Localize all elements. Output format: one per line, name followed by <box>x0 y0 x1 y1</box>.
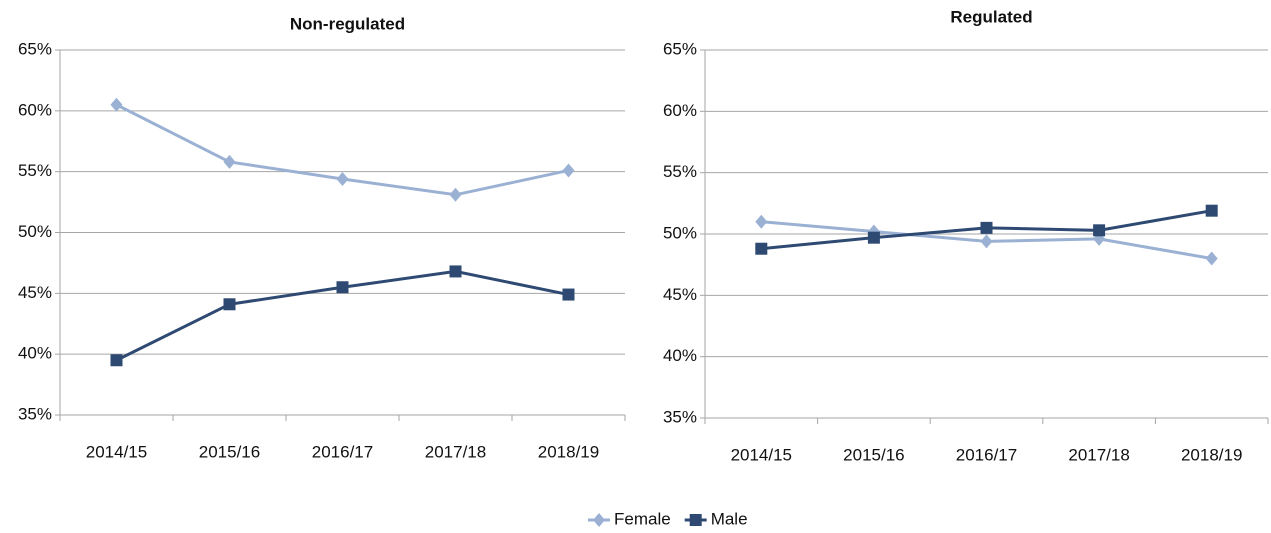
x-tick-label: 2018/19 <box>1181 445 1242 464</box>
y-tick-label: 50% <box>18 222 52 241</box>
y-tick-label: 45% <box>663 285 697 304</box>
marker <box>449 187 462 202</box>
y-tick-label: 55% <box>663 162 697 181</box>
y-tick-label: 55% <box>18 161 52 180</box>
marker <box>223 154 236 169</box>
marker <box>755 242 768 255</box>
marker <box>336 281 349 294</box>
marker <box>980 234 993 249</box>
marker <box>867 231 880 244</box>
marker <box>562 288 575 301</box>
x-tick-label: 2016/17 <box>312 442 373 461</box>
y-tick-label: 40% <box>18 344 52 363</box>
x-tick-label: 2014/15 <box>731 445 792 464</box>
marker <box>755 214 768 229</box>
y-tick-label: 35% <box>663 407 697 426</box>
legend-label: Female <box>614 509 671 528</box>
x-tick-label: 2018/19 <box>538 442 599 461</box>
x-tick-label: 2015/16 <box>843 445 904 464</box>
marker <box>689 514 702 526</box>
marker <box>1205 251 1218 266</box>
marker <box>223 298 236 311</box>
marker <box>1093 224 1106 237</box>
marker <box>449 265 462 278</box>
marker <box>593 513 605 527</box>
x-tick-label: 2014/15 <box>86 442 147 461</box>
y-tick-label: 65% <box>18 39 52 58</box>
marker <box>562 163 575 178</box>
marker <box>336 171 349 186</box>
marker <box>110 97 123 112</box>
legend-label: Male <box>711 509 748 528</box>
marker <box>110 354 123 367</box>
marker <box>1205 204 1218 217</box>
chart-title: Regulated <box>950 7 1032 26</box>
x-tick-label: 2017/18 <box>1068 445 1129 464</box>
marker <box>980 221 993 234</box>
x-tick-label: 2016/17 <box>956 445 1017 464</box>
y-tick-label: 65% <box>663 39 697 58</box>
y-tick-label: 60% <box>18 100 52 119</box>
y-tick-label: 40% <box>663 346 697 365</box>
chart-title: Non-regulated <box>290 14 405 33</box>
x-tick-label: 2017/18 <box>425 442 486 461</box>
y-tick-label: 50% <box>663 223 697 242</box>
y-tick-label: 45% <box>18 283 52 302</box>
x-tick-label: 2015/16 <box>199 442 260 461</box>
y-tick-label: 60% <box>663 101 697 120</box>
y-tick-label: 35% <box>18 404 52 423</box>
